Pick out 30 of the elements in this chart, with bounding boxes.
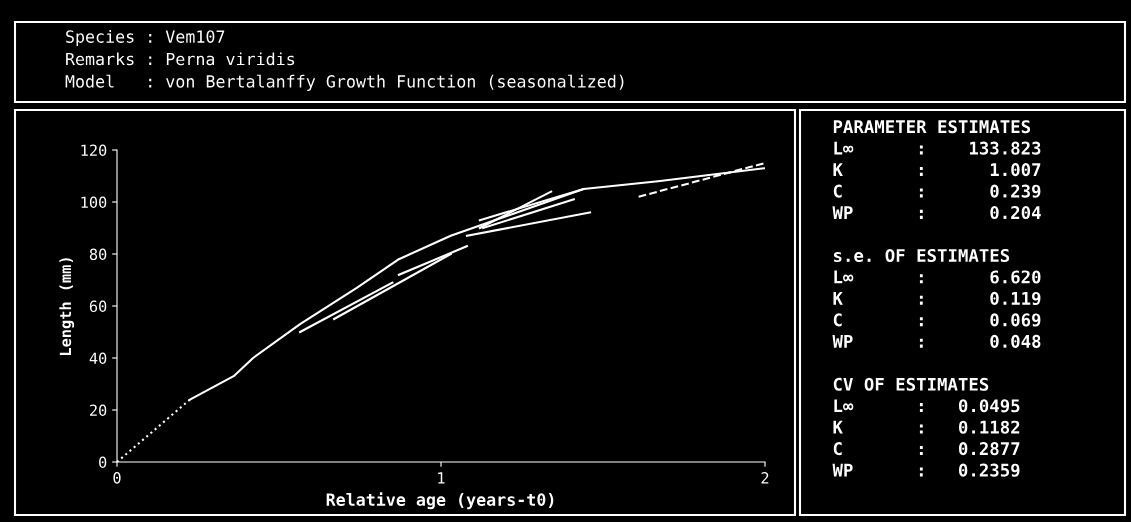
y-tick-label: 20 — [90, 404, 107, 417]
text: K : 0.1182 — [833, 420, 1020, 434]
x-tick-label: 0 — [113, 472, 121, 484]
y-tick-label: 100 — [81, 196, 107, 209]
text: CV OF ESTIMATES — [833, 377, 989, 391]
text: K : 1.007 — [833, 163, 1041, 177]
text: Model : von Bertalanffy Growth Function (seasonalized) — [65, 74, 624, 91]
y-axis-title: Length (mm) — [59, 258, 75, 355]
text: L∞ : 133.823 — [834, 141, 1041, 155]
text: C : 0.239 — [833, 184, 1041, 198]
x-tick-label: 1 — [438, 472, 445, 484]
text: K : 0.119 — [833, 291, 1041, 306]
text: C : 0.069 — [833, 313, 1041, 327]
text: L∞ : 0.0495 — [834, 399, 1020, 413]
text: s.e. OF ESTIMATES — [833, 248, 1010, 263]
y-tick-label: 60 — [89, 300, 107, 313]
text: WP : 0.204 — [832, 205, 1041, 220]
y-tick-label: 120 — [81, 144, 107, 157]
text: PARAMETER ESTIMATES — [833, 120, 1031, 134]
x-tick-label: 2 — [761, 472, 769, 484]
text: WP : 0.048 — [832, 334, 1041, 348]
y-tick-label: 40 — [89, 352, 107, 365]
text: Species : Vem107 — [66, 29, 225, 47]
text: L∞ : 6.620 — [834, 270, 1041, 284]
text: C : 0.2877 — [833, 442, 1020, 456]
x-axis-title: Relative age (years-t0) — [326, 492, 554, 510]
y-tick-label: 80 — [89, 248, 107, 261]
text: WP : 0.2359 — [832, 463, 1020, 477]
y-tick-label: 0 — [99, 456, 107, 469]
text: Remarks : Perna viridis — [66, 52, 295, 66]
